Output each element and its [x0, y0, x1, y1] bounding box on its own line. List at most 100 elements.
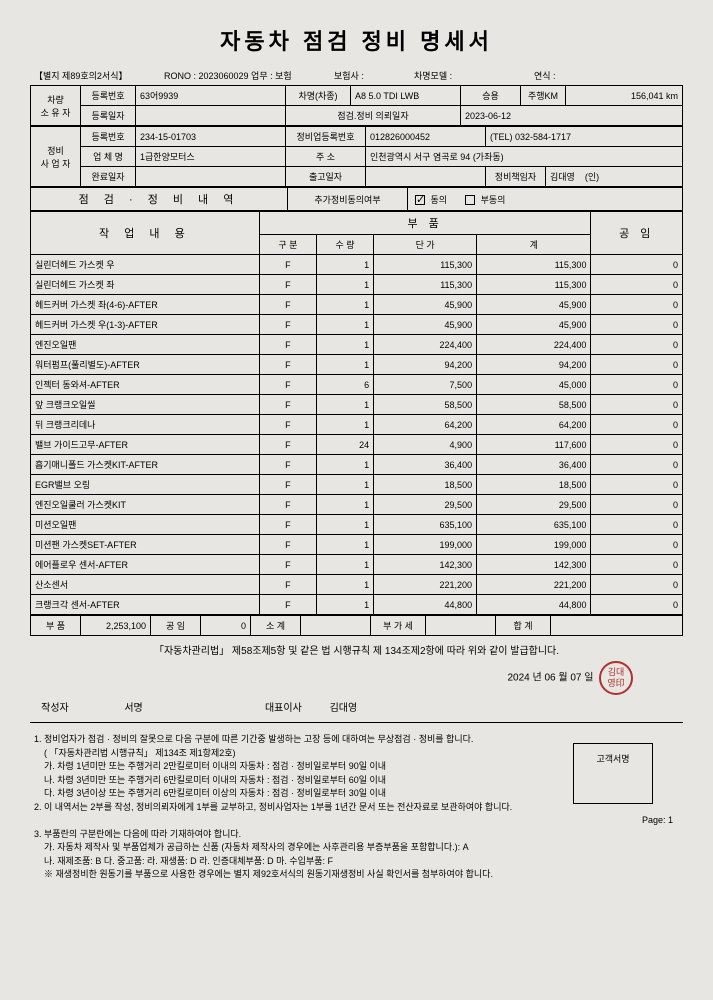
- meta-row: 【별지 제89호의2서식】 RONO : 2023060029 업무 : 보험 …: [30, 66, 683, 85]
- t-parts-label: 부 품: [31, 616, 81, 636]
- disagree-label: 부동의: [481, 195, 506, 205]
- work-sum: 45,900: [477, 295, 591, 315]
- car-name-label: 차명(차종): [286, 86, 351, 106]
- reg-no: 63어9939: [136, 86, 286, 106]
- work-name: 흡기매니폴드 가스켓KIT-AFTER: [31, 455, 260, 475]
- work-labor: 0: [591, 395, 683, 415]
- table-row: 헤드커버 가스켓 우(1-3)-AFTERF145,90045,9000: [31, 315, 683, 335]
- totals-row: 부 품 2,253,100 공 임 0 소 계 부 가 세 합 계: [30, 615, 683, 636]
- work-cls: F: [259, 435, 316, 455]
- work-cls: F: [259, 515, 316, 535]
- note: 나. 재제조품: B 다. 중고품: 라. 재생품: D 라. 인증대체부품: …: [54, 855, 683, 869]
- work-cls: F: [259, 455, 316, 475]
- table-row: 밸브 가이드고무-AFTERF244,900117,6000: [31, 435, 683, 455]
- work-sum: 142,300: [477, 555, 591, 575]
- work-labor: 0: [591, 375, 683, 395]
- work-unit: 45,900: [374, 295, 477, 315]
- legal-text: 「자동차관리법」 제58조제5항 및 같은 법 시행규칙 제 134조제2항에 …: [30, 642, 683, 657]
- col-qty: 수 량: [316, 235, 373, 255]
- table-row: 흡기매니폴드 가스켓KIT-AFTERF136,40036,4000: [31, 455, 683, 475]
- work-unit: 64,200: [374, 415, 477, 435]
- car-name: A8 5.0 TDI LWB: [351, 86, 461, 106]
- t-parts: 2,253,100: [81, 616, 151, 636]
- biz-reg-label: 정비업등록번호: [286, 127, 366, 147]
- car-type: 승용: [461, 86, 521, 106]
- work-unit: 45,900: [374, 315, 477, 335]
- work-cls: F: [259, 335, 316, 355]
- table-row: 미션오일팬F1635,100635,1000: [31, 515, 683, 535]
- table-row: 실린더헤드 가스켓 우F1115,300115,3000: [31, 255, 683, 275]
- biz-reg: 012826000452: [366, 127, 486, 147]
- disagree-checkbox[interactable]: [465, 195, 475, 205]
- seal-mark: (인): [585, 172, 599, 182]
- work-qty: 1: [316, 455, 373, 475]
- page-title: 자동차 점검 정비 명세서: [30, 24, 683, 56]
- table-row: 헤드커버 가스켓 좌(4-6)-AFTERF145,90045,9000: [31, 295, 683, 315]
- work-sum: 224,400: [477, 335, 591, 355]
- col-parts: 부 품: [259, 212, 591, 235]
- work-name: 엔진오일팬: [31, 335, 260, 355]
- work-cls: F: [259, 375, 316, 395]
- work-cls: F: [259, 295, 316, 315]
- work-unit: 94,200: [374, 355, 477, 375]
- work-cls: F: [259, 355, 316, 375]
- agree-checkbox[interactable]: [415, 195, 425, 205]
- col-labor: 공 임: [591, 212, 683, 255]
- shop-name: 1급한양모터스: [136, 147, 286, 167]
- note: 3. 부품란의 구분란에는 다음에 따라 기재하여야 합니다.: [44, 828, 683, 842]
- note: ※ 재생정비한 원동기를 부품으로 사용한 경우에는 별지 제92호서식의 원동…: [54, 868, 683, 882]
- sign-label: 서명: [124, 703, 142, 714]
- work-qty: 1: [316, 355, 373, 375]
- cust-sign-label: 고객서명: [596, 754, 629, 764]
- page-num: Page: 1: [44, 814, 673, 828]
- owner-side: 차량 소 유 자: [31, 86, 81, 126]
- work-name: 크랭크각 센서-AFTER: [31, 595, 260, 615]
- work-name: 실린더헤드 가스켓 좌: [31, 275, 260, 295]
- work-qty: 1: [316, 415, 373, 435]
- table-row: 엔진오일쿨러 가스켓KITF129,50029,5000: [31, 495, 683, 515]
- done-label: 완료일자: [81, 167, 136, 187]
- work-unit: 199,000: [374, 535, 477, 555]
- work-unit: 29,500: [374, 495, 477, 515]
- work-qty: 1: [316, 335, 373, 355]
- work-sum: 117,600: [477, 435, 591, 455]
- work-cls: F: [259, 255, 316, 275]
- km-label: 주행KM: [521, 86, 566, 106]
- table-row: 크랭크각 센서-AFTERF144,80044,8000: [31, 595, 683, 615]
- shop-name-label: 업 체 명: [81, 147, 136, 167]
- year-label: 연식 :: [530, 66, 683, 85]
- author-label: 작성자: [41, 703, 69, 714]
- work-unit: 4,900: [374, 435, 477, 455]
- work-labor: 0: [591, 595, 683, 615]
- work-unit: 115,300: [374, 275, 477, 295]
- col-work: 작 업 내 용: [31, 212, 260, 255]
- table-row: 에어플로우 센서-AFTERF1142,300142,3000: [31, 555, 683, 575]
- work-labor: 0: [591, 515, 683, 535]
- work-sum: 36,400: [477, 455, 591, 475]
- work-sum: 58,500: [477, 395, 591, 415]
- table-row: 엔진오일팬F1224,400224,4000: [31, 335, 683, 355]
- table-row: EGR밸브 오링F118,50018,5000: [31, 475, 683, 495]
- customer-sign-box[interactable]: 고객서명: [573, 743, 653, 804]
- t-labor: 0: [201, 616, 251, 636]
- work-unit: 221,200: [374, 575, 477, 595]
- t-total-label: 합 계: [496, 616, 551, 636]
- work-labor: 0: [591, 415, 683, 435]
- work-labor: 0: [591, 255, 683, 275]
- work-name: 미션오일팬: [31, 515, 260, 535]
- shop-reg: 234-15-01703: [136, 127, 286, 147]
- work-cls: F: [259, 595, 316, 615]
- work-sum: 221,200: [477, 575, 591, 595]
- work-cls: F: [259, 535, 316, 555]
- work-sum: 115,300: [477, 275, 591, 295]
- work-name: 실린더헤드 가스켓 우: [31, 255, 260, 275]
- work-name: 밸브 가이드고무-AFTER: [31, 435, 260, 455]
- addr: 인천광역시 서구 염곡로 94 (가좌동): [366, 147, 683, 167]
- work-qty: 1: [316, 575, 373, 595]
- work-sum: 64,200: [477, 415, 591, 435]
- shop-reg-label: 등록번호: [81, 127, 136, 147]
- table-row: 앞 크랭크오일씰F158,50058,5000: [31, 395, 683, 415]
- work-qty: 1: [316, 595, 373, 615]
- work-qty: 1: [316, 495, 373, 515]
- issue-date: 2024 년 06 월 07 일: [507, 673, 593, 684]
